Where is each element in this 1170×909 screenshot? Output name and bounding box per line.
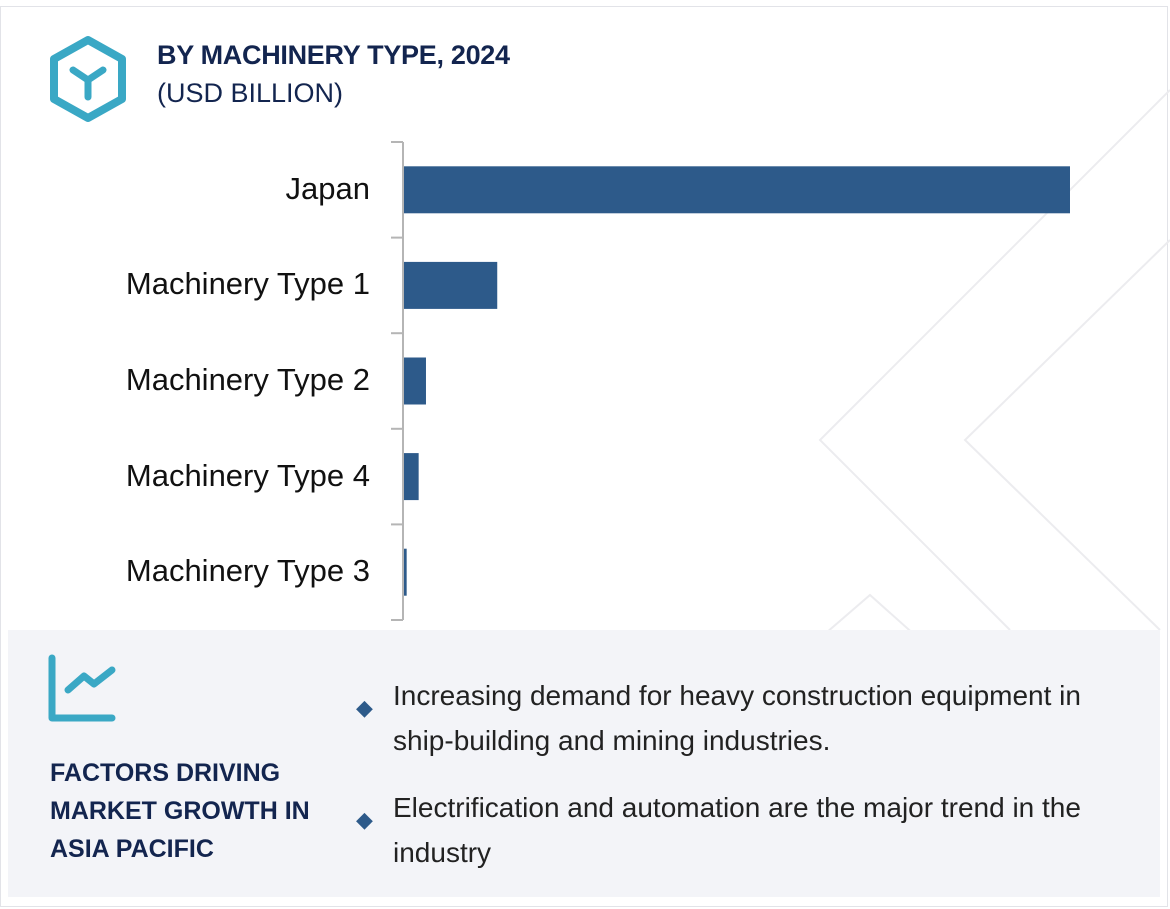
factors-title: FACTORS DRIVING MARKET GROWTH IN ASIA PA…: [50, 754, 310, 868]
bar-chart: [391, 141, 1070, 621]
category-label: Machinery Type 2: [125, 362, 370, 397]
category-label: Machinery Type 1: [125, 266, 370, 302]
bullet-text: Electrification and automation are the m…: [393, 792, 1081, 868]
line-chart-icon: [48, 654, 116, 722]
chart-title: BY MACHINERY TYPE, 2024: [157, 40, 510, 70]
bar-machinery-type-4: [404, 453, 419, 501]
diamond-icon: ◆: [356, 695, 373, 720]
diamond-icon: ◆: [356, 807, 373, 832]
hexagon-y-icon: [50, 36, 126, 122]
category-label: Machinery Type 4: [125, 457, 370, 493]
bullet-text: Increasing demand for heavy construction…: [393, 680, 1081, 756]
bar-machinery-type-2: [404, 357, 426, 405]
bar-japan: [404, 166, 1070, 214]
bar-machinery-type-3: [404, 548, 407, 596]
factors-title-line: MARKET GROWTH IN: [50, 797, 310, 825]
bar-machinery-type-1: [404, 261, 498, 309]
category-label: Japan: [285, 170, 370, 206]
factors-title-line: FACTORS DRIVING: [50, 759, 281, 787]
chart-subtitle: (USD BILLION): [157, 78, 344, 108]
factors-panel: FACTORS DRIVING MARKET GROWTH IN ASIA PA…: [8, 630, 1160, 897]
category-label: Machinery Type 3: [125, 553, 370, 589]
factors-title-line: ASIA PACIFIC: [50, 835, 214, 863]
